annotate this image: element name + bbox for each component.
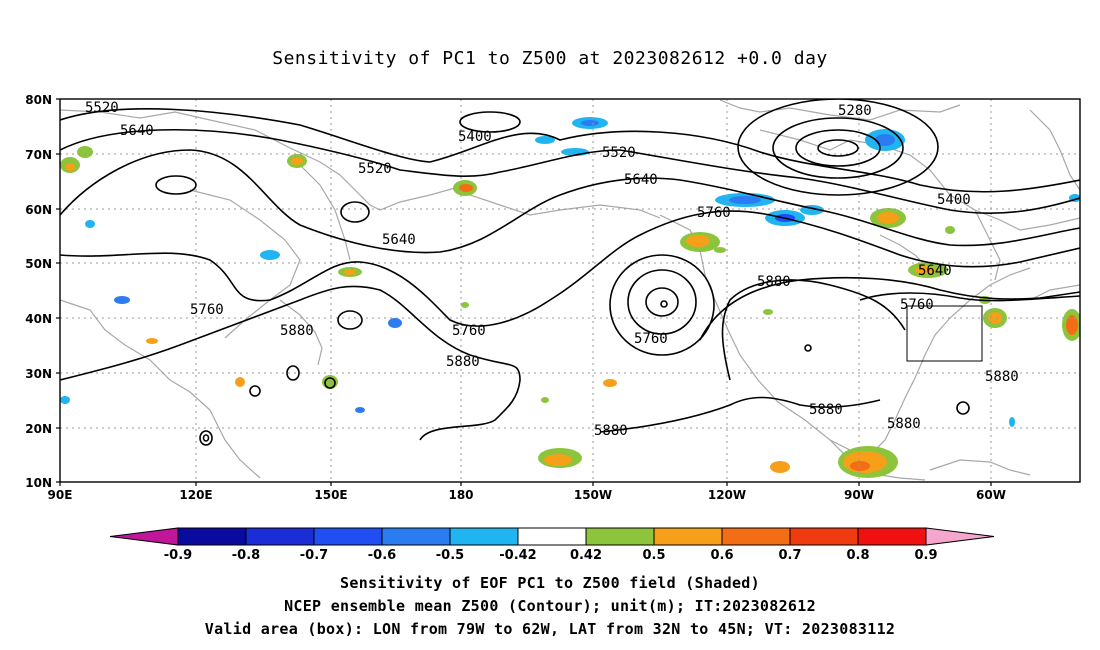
colorbar-segment [721,527,791,546]
contour-label-5760-e: 5760 [634,331,668,347]
valid-area-box [906,305,983,362]
colorbar-high-triangle [925,527,995,546]
colorbar-tick-label: -0.5 [436,548,464,563]
colorbar-tick-label: -0.9 [164,548,192,563]
lon-label: 120W [708,488,746,502]
colorbar-segment [245,527,315,546]
contour-label-5880-g: 5880 [594,423,628,439]
contour-label-5640-d: 5640 [918,263,952,279]
contour-5880-ridge [699,276,1080,341]
colorbar-segment [177,527,247,546]
axis-ticks [56,98,992,486]
colorbar-tick-label: -0.6 [368,548,396,563]
colorbar-segment [857,527,927,546]
colorbar-tick-label: 0.5 [642,548,665,563]
lat-label: 20N [25,422,52,436]
colorbar-segment [789,527,859,546]
colorbar-tick-label: 0.9 [914,548,937,563]
coastlines [60,99,1080,481]
lat-label: 80N [25,93,52,107]
contour-label-5760-d: 5760 [452,323,486,339]
lat-label: 30N [25,367,52,381]
contour-label-5400-b: 5400 [937,192,971,208]
contour-label-group: 5520 5640 5400 5520 5520 5280 5640 5760 … [85,100,1019,439]
contour-label-5640-a: 5640 [120,123,154,139]
colorbar-segment [313,527,383,546]
contour-low-inner [645,287,679,317]
contour-5880-south [60,285,521,441]
contour-label-5880-d: 5880 [985,369,1019,385]
contour-label-5880-b: 5880 [280,323,314,339]
contour-north-low-3 [795,129,881,167]
lon-label: 120E [179,488,212,502]
chart-title: Sensitivity of PC1 to Z500 at 2023082612… [272,48,828,69]
plot-frame [59,98,1081,483]
grid-lines [60,99,1080,482]
contour-label-5520-a: 5520 [85,100,119,116]
contour-5760-mid [60,210,1080,327]
colorbar-tick-label: 0.6 [710,548,733,563]
contour-label-5400-a: 5400 [458,129,492,145]
colorbar-tick-labels: -0.9 -0.8 -0.7 -0.6 -0.5 -0.42 0.42 0.5 … [164,548,938,563]
colorbar-low-triangle [109,527,179,546]
contour-label-5880-e: 5880 [809,402,843,418]
lat-label: 60N [25,203,52,217]
contour-5880-arc [721,279,906,381]
longitude-labels: 90E 120E 150E 180 150W 120W 90W 60W [48,488,1006,502]
lon-label: 150E [314,488,347,502]
contour-label-5520-b: 5520 [358,161,392,177]
colorbar-tick-label: -0.42 [499,548,536,563]
latitude-labels: 80N 70N 60N 50N 40N 30N 20N 10N [25,93,52,490]
lat-label: 50N [25,257,52,271]
colorbar-tick-label: -0.8 [232,548,260,563]
contour-low-mid [627,269,697,335]
z500-contours [60,99,1080,446]
contour-low-outer [609,254,715,356]
contour-5640-mid [60,149,1080,254]
colorbar [109,527,995,546]
contour-5760-east [859,292,1080,302]
colorbar-tick-label: 0.7 [778,548,801,563]
sensitivity-shading [60,117,1080,478]
contour-label-5760-a: 5760 [697,205,731,221]
lat-label: 10N [25,476,52,490]
contour-5880-east [599,396,881,433]
footer-contour-description: NCEP ensemble mean Z500 (Contour); unit(… [284,597,816,615]
colorbar-segment [449,527,519,546]
colorbar-segment [653,527,723,546]
contour-label-5640-b: 5640 [624,172,658,188]
contour-5640-north [60,128,1080,214]
contour-label-5760-c: 5760 [190,302,224,318]
contour-label-5880-c: 5880 [446,354,480,370]
colorbar-tick-label: -0.7 [300,548,328,563]
contour-5520-north [60,108,1080,193]
lon-label: 60W [976,488,1006,502]
colorbar-tick-label: 0.8 [846,548,869,563]
contour-label-5880-a: 5880 [757,274,791,290]
contour-label-5760-b: 5760 [900,297,934,313]
contour-low-core [660,300,668,308]
contour-label-5640-c: 5640 [382,232,416,248]
contour-north-low-2 [772,117,904,179]
colorbar-segment [381,527,451,546]
footer-shaded-description: Sensitivity of EOF PC1 to Z500 field (Sh… [340,574,760,592]
lon-label: 90W [844,488,874,502]
colorbar-segment [585,527,655,546]
lon-label: 90E [48,488,73,502]
lon-label: 180 [448,488,473,502]
contour-label-5520-c: 5520 [602,145,636,161]
footer-valid-area: Valid area (box): LON from 79W to 62W, L… [204,620,896,638]
lon-label: 150W [574,488,612,502]
contour-north-low-4 [817,139,859,157]
lat-label: 40N [25,312,52,326]
contour-label-5880-f: 5880 [887,416,921,432]
contour-north-low-1 [737,99,939,196]
colorbar-segment [517,527,587,546]
colorbar-tick-label: 0.42 [570,548,602,563]
contour-label-5280: 5280 [838,103,872,119]
lat-label: 70N [25,148,52,162]
